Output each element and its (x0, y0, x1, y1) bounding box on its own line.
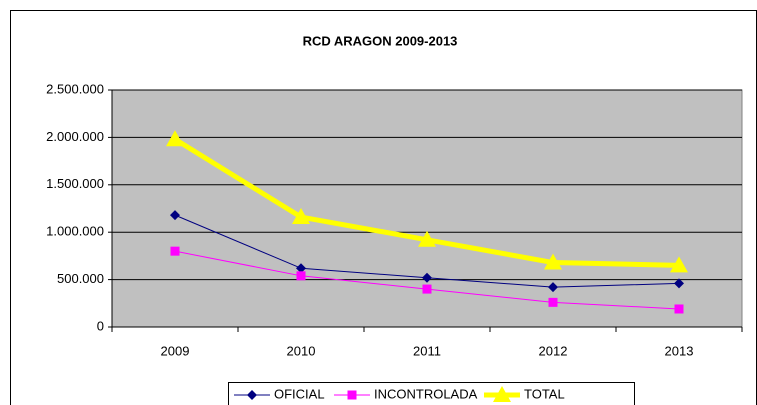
y-tick-label: 500.000 (57, 271, 104, 286)
x-tick-label: 2010 (287, 343, 316, 358)
y-tick-label: 2.000.000 (46, 129, 104, 144)
y-tick-label: 0 (97, 318, 104, 333)
chart-title: RCD ARAGON 2009-2013 (303, 33, 458, 48)
marker (674, 278, 684, 289)
legend-label: OFICIAL (274, 386, 325, 401)
marker (493, 386, 511, 402)
marker (422, 284, 432, 294)
marker (247, 390, 257, 400)
legend-box (228, 382, 635, 405)
marker (170, 246, 180, 256)
marker (544, 253, 562, 270)
marker (670, 256, 688, 273)
marker (548, 282, 558, 293)
marker (292, 208, 310, 225)
legend-label: INCONTROLADA (374, 386, 478, 401)
x-tick-label: 2011 (413, 343, 441, 358)
marker (347, 390, 357, 400)
legend-label: TOTAL (524, 386, 565, 401)
marker (170, 210, 180, 221)
marker (418, 230, 436, 247)
marker (166, 130, 184, 147)
marker (674, 304, 684, 314)
y-tick-label: 1.000.000 (46, 224, 104, 239)
x-tick-label: 2012 (539, 343, 568, 358)
marker (422, 272, 432, 283)
marker (296, 263, 306, 274)
marker (548, 297, 558, 307)
y-tick-label: 1.500.000 (46, 176, 104, 191)
marker (296, 271, 306, 281)
x-tick-label: 2009 (161, 343, 190, 358)
y-tick-label: 2.500.000 (46, 81, 104, 96)
x-tick-label: 2013 (665, 343, 694, 358)
